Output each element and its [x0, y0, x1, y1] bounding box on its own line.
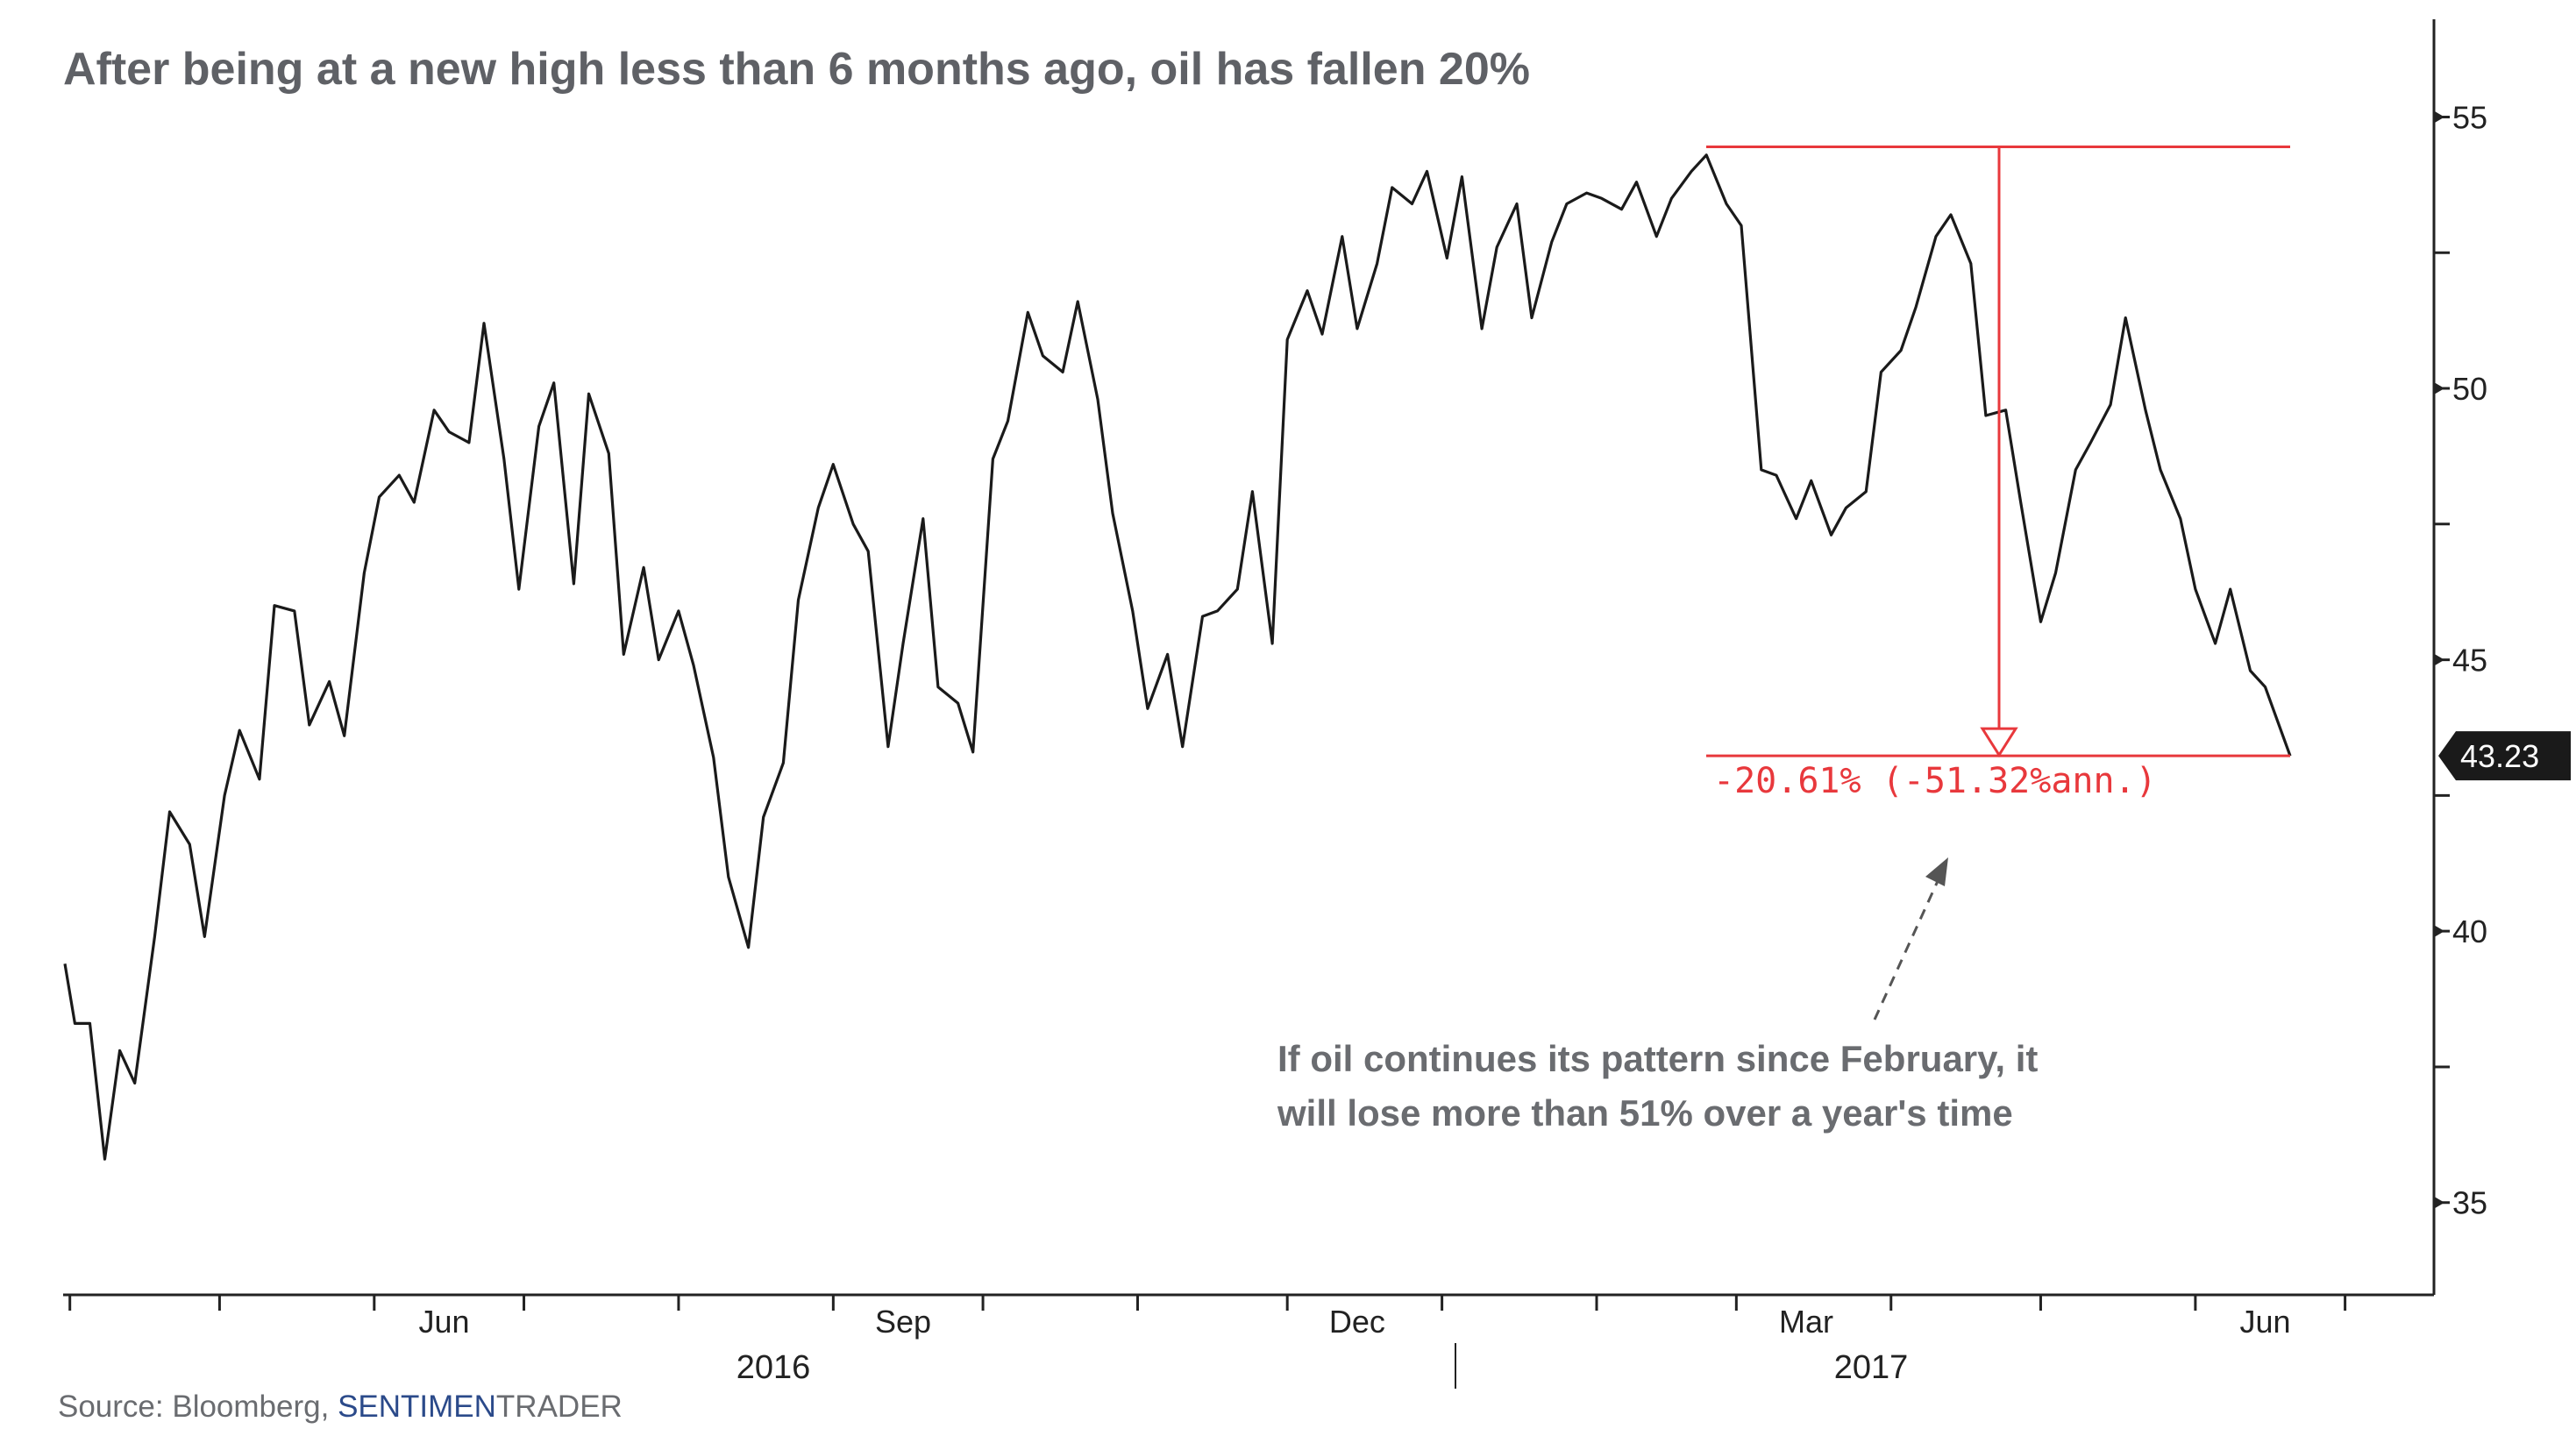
drawdown-arrow-head	[1980, 727, 2018, 757]
source-note: Source: Bloomberg, SENTIMENTRADER	[58, 1390, 623, 1424]
x-month-label: Jun	[2240, 1304, 2291, 1340]
source-brand-b: TRADER	[496, 1390, 623, 1424]
y-tick-label: 45	[2452, 643, 2487, 679]
x-year-label: 2016	[737, 1349, 811, 1386]
drawdown-annotation: -20.61% (-51.32%ann.)	[1706, 146, 2290, 801]
drawdown-label: -20.61% (-51.32%ann.)	[1713, 761, 2157, 801]
y-tick-label: 35	[2452, 1185, 2487, 1221]
x-month-label: Mar	[1779, 1304, 1833, 1340]
y-tick-label: 55	[2452, 99, 2487, 135]
y-tick-pointer	[2434, 653, 2444, 666]
price-series-line	[63, 153, 2292, 1161]
y-axis-ticks: 35 40 45 50 55	[2434, 99, 2487, 1221]
y-tick-pointer	[2434, 925, 2444, 938]
source-prefix: Source: Bloomberg,	[58, 1390, 338, 1424]
annotation-pointer-head	[1925, 857, 1948, 886]
y-tick-pointer	[2434, 110, 2444, 124]
last-value-label: 43.23	[2460, 738, 2539, 774]
x-axis-ticks: Jun Sep Dec Mar Jun 2016 2017	[68, 1295, 2347, 1386]
last-value-tag: 43.23	[2438, 731, 2571, 781]
last-value-tag-shape	[2438, 731, 2571, 781]
x-month-label: Dec	[1329, 1304, 1385, 1340]
x-month-label: Sep	[875, 1304, 931, 1340]
chart-title: After being at a new high less than 6 mo…	[63, 44, 1530, 95]
x-year-label: 2017	[1834, 1349, 1909, 1386]
source-brand-a: SENTIMEN	[338, 1390, 496, 1424]
y-tick-pointer	[2434, 1196, 2444, 1209]
y-tick-label: 50	[2452, 371, 2487, 407]
annotation-line-1: If oil continues its pattern since Febru…	[1277, 1038, 2038, 1079]
x-month-label: Jun	[418, 1304, 469, 1340]
annotation-pointer-line	[1873, 880, 1939, 1020]
annotation-line-2: will lose more than 51% over a year's ti…	[1277, 1092, 2013, 1134]
y-tick-label: 40	[2452, 913, 2487, 949]
y-tick-pointer	[2434, 382, 2444, 395]
